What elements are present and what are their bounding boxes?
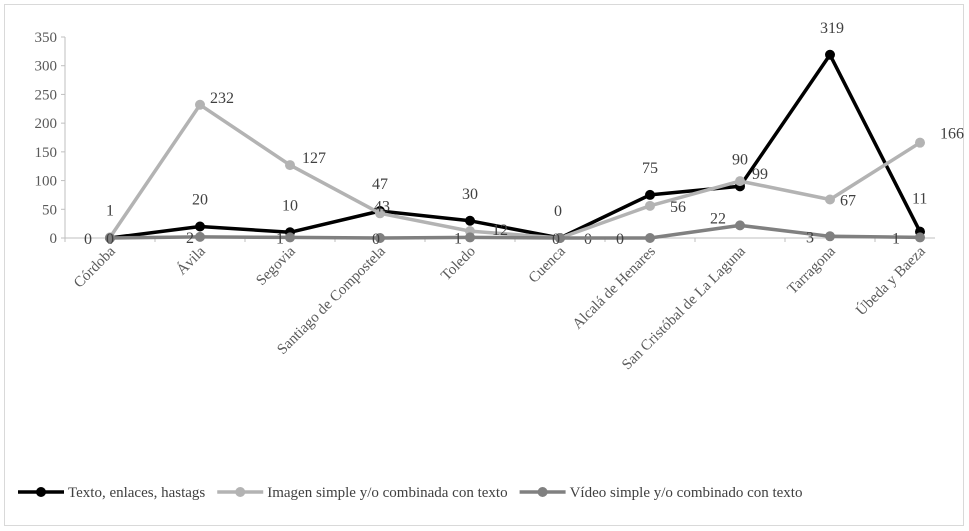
data-label: 319	[820, 20, 844, 37]
data-point	[285, 232, 295, 243]
x-category-label: Tarragona	[785, 243, 839, 297]
data-label: 30	[462, 186, 478, 203]
data-label: 56	[670, 199, 686, 216]
data-label: 22	[710, 210, 726, 227]
data-label: 3	[806, 229, 814, 246]
data-label: 1	[106, 202, 114, 219]
y-tick-label: 150	[35, 145, 58, 161]
data-point	[465, 232, 475, 243]
series-line	[109, 53, 922, 240]
y-tick-label: 200	[35, 116, 58, 132]
data-label: 0	[84, 231, 92, 248]
data-label: 232	[210, 90, 234, 107]
legend-swatch-marker	[537, 487, 548, 497]
data-label: 67	[840, 193, 856, 210]
data-label: 0	[372, 231, 380, 248]
data-label: 10	[282, 197, 298, 214]
data-label: 47	[372, 176, 388, 193]
data-point	[825, 194, 835, 205]
legend-label: Vídeo simple y/o combinado con texto	[570, 485, 803, 501]
data-label: 43	[374, 198, 390, 215]
data-label: 99	[752, 166, 768, 183]
data-label: 11	[912, 191, 927, 208]
data-label: 1	[892, 230, 900, 247]
data-label: 0	[616, 231, 624, 248]
data-label: 1	[454, 230, 462, 247]
data-point	[645, 200, 655, 211]
data-point	[375, 208, 385, 219]
data-label: 2	[186, 230, 194, 247]
x-category-label: Toledo	[438, 244, 479, 285]
data-point	[735, 176, 745, 187]
data-label: 90	[732, 151, 748, 168]
legend-swatch-marker	[36, 487, 46, 497]
data-point	[645, 189, 655, 200]
x-category-label: Ávila	[173, 243, 209, 279]
data-point	[285, 160, 295, 171]
x-category-label: Cuenca	[526, 243, 569, 286]
data-point	[195, 231, 205, 242]
y-tick-label: 0	[50, 231, 58, 247]
data-label: 75	[642, 160, 658, 177]
legend-label: Imagen simple y/o combinada con texto	[267, 485, 507, 501]
data-label: 166	[940, 126, 964, 143]
data-point	[825, 231, 835, 242]
data-point	[645, 233, 655, 243]
data-point	[825, 49, 835, 60]
data-point	[465, 215, 475, 226]
data-label: 0	[554, 203, 562, 220]
series-line	[108, 103, 921, 240]
y-tick-label: 350	[35, 30, 58, 46]
x-category-label: Alcalá de Henares	[570, 243, 659, 332]
data-point	[375, 233, 385, 243]
data-label: 0	[552, 231, 560, 248]
y-tick-label: 300	[35, 59, 58, 75]
x-category-label: Úbeda y Baeza	[853, 243, 929, 319]
data-point	[915, 232, 925, 243]
x-category-label: Segovia	[253, 243, 299, 289]
y-tick-label: 100	[35, 174, 58, 190]
y-tick-label: 50	[42, 202, 57, 218]
data-point	[555, 233, 565, 243]
data-point	[915, 137, 925, 148]
data-point	[195, 221, 205, 232]
data-point	[195, 99, 205, 110]
series-line	[109, 223, 921, 240]
data-label: 20	[192, 192, 208, 209]
y-tick-label: 250	[35, 87, 58, 103]
data-label: 1	[276, 230, 284, 247]
data-label: 0	[106, 231, 114, 248]
legend-swatch-marker	[235, 487, 246, 497]
data-point	[735, 220, 745, 231]
data-label: 127	[302, 150, 326, 167]
data-label: 12	[492, 222, 508, 239]
legend-label: Texto, enlaces, hastags	[68, 485, 205, 501]
data-point	[105, 233, 115, 243]
x-category-label: Córdoba	[71, 243, 119, 291]
